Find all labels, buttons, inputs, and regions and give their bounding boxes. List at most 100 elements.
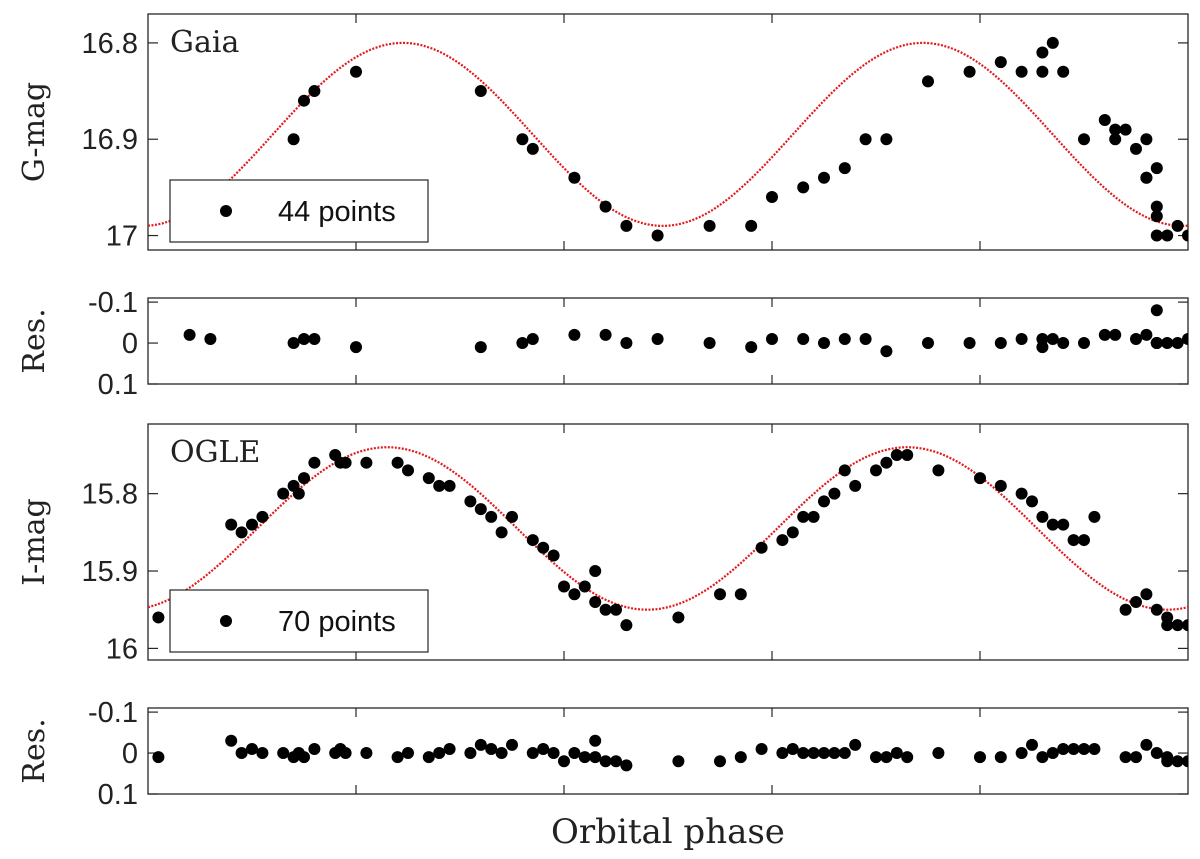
data-point <box>859 133 872 146</box>
data-point <box>1067 534 1080 547</box>
data-point <box>620 219 633 232</box>
data-point <box>901 448 914 461</box>
data-point <box>1171 619 1184 632</box>
data-point <box>1161 337 1174 350</box>
data-point <box>589 595 602 608</box>
data-point <box>797 332 810 345</box>
data-point <box>526 142 539 155</box>
data-point <box>1015 65 1028 78</box>
data-point <box>402 747 414 760</box>
data-point <box>256 510 269 523</box>
data-point <box>485 510 498 523</box>
data-point <box>558 755 570 768</box>
data-point <box>225 518 238 531</box>
data-point <box>568 747 581 760</box>
data-point <box>818 171 830 184</box>
plot-area <box>148 36 1188 242</box>
y-tick-label: 15.8 <box>82 479 138 511</box>
data-point <box>890 747 903 760</box>
data-point <box>766 191 778 204</box>
data-point <box>1140 171 1153 184</box>
data-point <box>391 751 404 764</box>
data-point <box>651 332 664 345</box>
data-point <box>1171 755 1184 768</box>
data-point <box>152 751 165 764</box>
data-point <box>277 747 290 760</box>
data-point <box>495 747 508 760</box>
data-point <box>443 742 456 755</box>
data-point <box>786 526 799 539</box>
data-point <box>994 479 1007 492</box>
data-point <box>1130 751 1142 764</box>
data-point <box>152 611 165 624</box>
data-point <box>1078 742 1090 755</box>
data-point <box>703 219 716 232</box>
data-point <box>599 200 612 213</box>
data-point <box>755 742 768 755</box>
data-point <box>287 133 300 146</box>
data-point <box>922 337 934 350</box>
data-point <box>578 580 591 593</box>
legend-label: 44 points <box>278 196 396 228</box>
data-point <box>797 181 810 194</box>
data-point <box>474 341 487 354</box>
data-point <box>495 526 508 539</box>
data-point <box>1015 332 1028 345</box>
y-tick-label: 16.9 <box>82 124 138 156</box>
data-point <box>714 755 726 768</box>
data-point <box>308 332 321 345</box>
model-curve <box>148 41 1188 227</box>
data-point <box>1150 304 1163 317</box>
data-point <box>1026 495 1038 508</box>
data-point <box>870 464 882 477</box>
legend-label: 70 points <box>278 606 396 638</box>
y-tick-label: 0.1 <box>98 779 138 811</box>
data-point <box>849 479 862 492</box>
data-point <box>1088 510 1101 523</box>
data-point <box>1161 755 1174 768</box>
data-point <box>890 448 903 461</box>
data-point <box>1036 751 1049 764</box>
data-point <box>651 229 664 242</box>
y-tick-label: -0.1 <box>88 697 138 729</box>
data-point <box>526 747 539 760</box>
data-point <box>464 747 477 760</box>
data-point <box>963 65 976 78</box>
data-point <box>994 56 1007 69</box>
legend-marker <box>220 205 232 217</box>
data-point <box>838 332 851 345</box>
data-point <box>360 747 373 760</box>
data-point <box>818 747 830 760</box>
data-point <box>433 747 446 760</box>
data-point <box>745 219 758 232</box>
data-point <box>870 751 882 764</box>
data-point <box>433 479 446 492</box>
data-point <box>922 75 934 88</box>
data-point <box>204 332 217 345</box>
data-point <box>485 742 498 755</box>
data-point <box>1098 113 1111 126</box>
data-point <box>859 332 872 345</box>
data-point <box>1109 133 1122 146</box>
y-axis-label: Res. <box>17 308 52 373</box>
data-point <box>225 734 238 747</box>
data-point <box>1046 332 1059 345</box>
plot-area <box>148 446 1188 632</box>
data-point <box>828 487 841 500</box>
data-point <box>547 747 560 760</box>
data-point <box>589 751 602 764</box>
gaia-panel: 16.8 16.9 17 G-mag Gaia 44 points <box>17 13 1189 253</box>
y-tick-label: 17 <box>106 221 138 253</box>
data-point <box>1130 595 1142 608</box>
data-point <box>558 580 570 593</box>
data-point <box>183 328 196 341</box>
data-point <box>599 603 612 616</box>
plot-area <box>152 734 1188 772</box>
legend-box <box>169 179 429 243</box>
data-point <box>786 742 799 755</box>
data-point <box>1057 518 1070 531</box>
data-point <box>672 755 685 768</box>
data-point <box>568 328 581 341</box>
data-point <box>1150 747 1163 760</box>
